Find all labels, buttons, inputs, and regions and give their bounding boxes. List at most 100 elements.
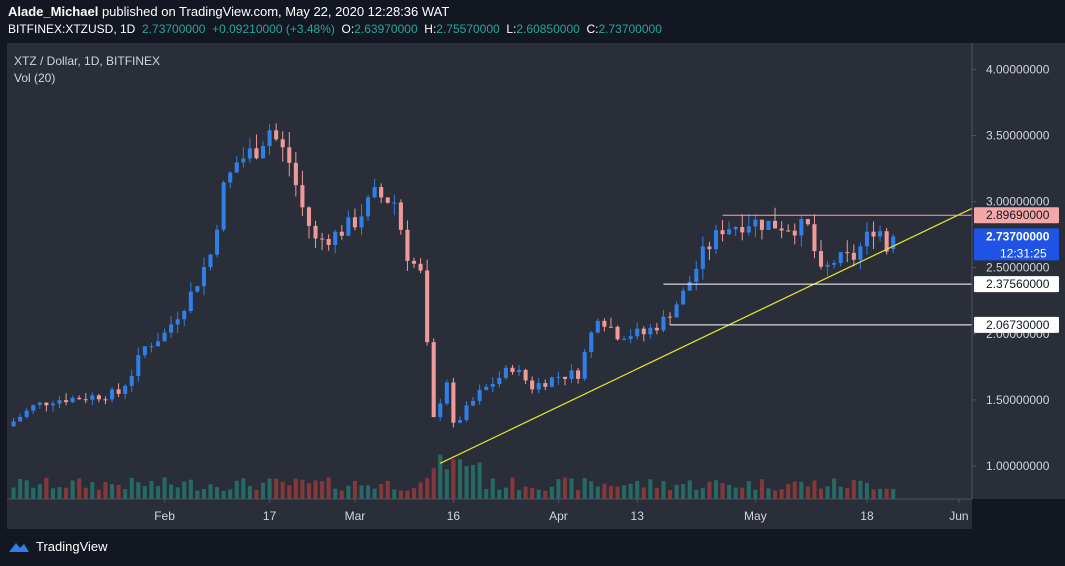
resistance-tag-label: 2.89690000 — [986, 208, 1050, 222]
candle-body — [372, 187, 377, 198]
volume-bar — [44, 477, 49, 499]
ascending-trendline — [440, 207, 973, 464]
volume-bar — [188, 479, 193, 499]
volume-bar — [536, 489, 541, 499]
close-label: C: — [586, 22, 599, 36]
candle-body — [37, 402, 42, 405]
volume-bar — [83, 487, 88, 499]
price-tick-label: 4.00000000 — [986, 62, 1050, 76]
volume-bar — [300, 479, 305, 499]
volume-bar — [241, 478, 246, 499]
candle-body — [825, 264, 830, 267]
volume-bar — [517, 490, 522, 499]
candle-body — [851, 252, 856, 260]
volume-bar — [175, 487, 180, 499]
time-tick-label: May — [744, 509, 767, 523]
volume-bar — [136, 482, 141, 499]
volume-bar — [306, 483, 312, 499]
volume-bar — [405, 490, 410, 499]
candle-body — [832, 262, 837, 265]
candle-body — [24, 410, 29, 417]
volume-bar — [582, 478, 587, 499]
candle-body — [569, 370, 574, 379]
volume-bar — [543, 490, 548, 499]
candle-body — [536, 383, 541, 390]
volume-bar — [884, 488, 889, 499]
price-axis[interactable] — [972, 43, 1065, 499]
time-tick-label: Feb — [154, 509, 175, 523]
candle-body — [129, 376, 134, 386]
candle-body — [530, 380, 535, 390]
support-1-tag — [974, 276, 1059, 293]
volume-bar — [700, 487, 705, 499]
price-tags: 2.89690000 2.73700000 12:31:25 2.37560000 2.… — [974, 207, 1059, 333]
candle-body — [228, 172, 233, 183]
volume-bar — [661, 481, 666, 499]
candle-body — [812, 224, 817, 252]
publish-info: Alade_Michael published on TradingView.c… — [8, 4, 449, 19]
volume-bar — [438, 454, 443, 499]
volume-bar — [267, 478, 272, 499]
volume-bar — [878, 488, 883, 499]
candle-body — [661, 316, 666, 331]
author-name[interactable]: Alade_Michael — [8, 4, 99, 19]
volume-bar — [799, 481, 804, 499]
candle-body — [287, 147, 292, 163]
volume-bar — [142, 486, 147, 499]
volume-bar — [280, 481, 285, 499]
candle-body — [405, 229, 410, 261]
volume-bar — [858, 480, 863, 499]
candle-body — [155, 341, 161, 347]
time-axis[interactable] — [7, 499, 972, 529]
volume-bar — [116, 484, 121, 499]
candle-body — [451, 382, 456, 423]
candle-body — [576, 370, 581, 379]
volume-bar — [313, 480, 318, 499]
volume-bar — [109, 484, 115, 499]
volume-bar — [64, 487, 69, 499]
volume-bar — [687, 480, 692, 499]
candle-body — [195, 286, 200, 292]
volume-bar — [845, 488, 850, 499]
volume-bar — [228, 489, 233, 499]
candle-body — [438, 403, 443, 417]
candle-body — [773, 220, 778, 229]
volume-bar — [510, 477, 515, 499]
candle-body — [799, 219, 804, 236]
candle-body — [582, 352, 587, 379]
volume-bar — [608, 486, 613, 499]
candle-body — [392, 202, 397, 204]
plot-area[interactable] — [7, 43, 972, 499]
candle-body — [464, 405, 469, 421]
candle-body — [864, 231, 870, 247]
volume-bar — [77, 478, 82, 499]
volume-bar — [260, 482, 266, 499]
volume-bar — [641, 487, 646, 499]
candle-body — [123, 385, 128, 394]
high-label: H: — [424, 22, 437, 36]
volume-bar — [530, 487, 535, 499]
volume-bar — [366, 485, 371, 499]
candle-body — [484, 386, 489, 390]
volume-bar — [385, 480, 390, 499]
volume-bar — [247, 486, 252, 499]
volume-bar — [864, 482, 870, 499]
volume-bar — [805, 486, 810, 499]
candle-body — [497, 377, 502, 385]
candle-body — [339, 231, 344, 236]
candle-body — [779, 228, 784, 231]
volume-bar — [339, 490, 344, 499]
volume-bar — [221, 490, 226, 499]
candle-body — [622, 338, 627, 340]
tradingview-logo[interactable]: TradingView — [8, 539, 108, 554]
volume-bar — [24, 480, 29, 499]
volume-bar — [733, 487, 738, 499]
volume-bar — [215, 486, 220, 499]
time-tick-label: 17 — [263, 509, 277, 523]
volume-bar — [681, 484, 686, 499]
volume-bar — [162, 477, 167, 499]
candle-body — [90, 395, 95, 400]
candle-body — [379, 187, 384, 198]
volume-bar — [786, 484, 791, 499]
